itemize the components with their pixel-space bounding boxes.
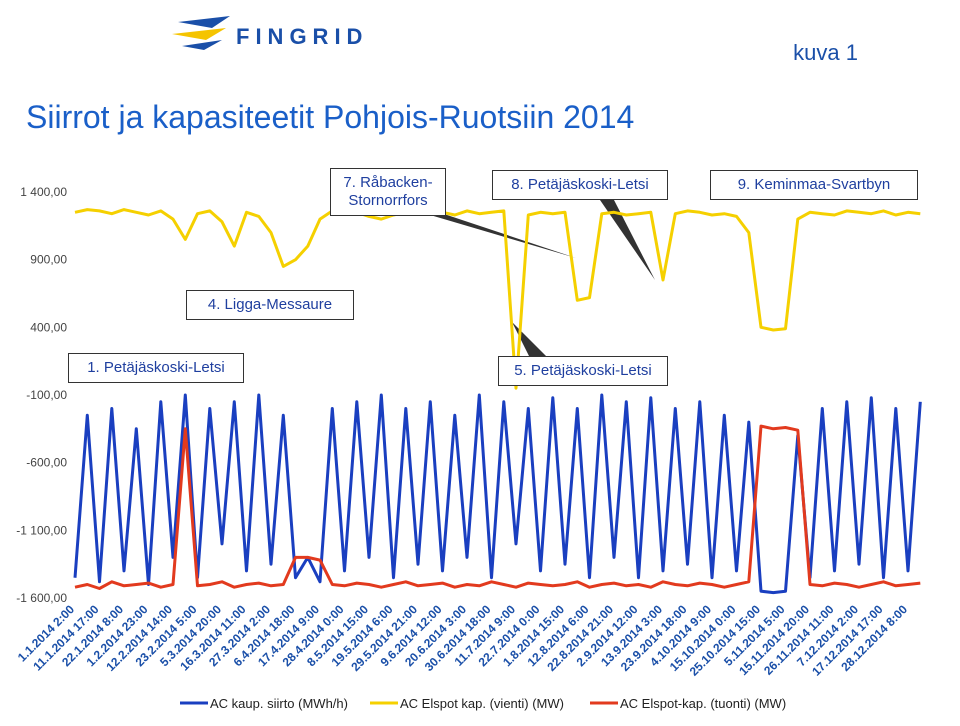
callout-pointer <box>420 212 576 258</box>
y-tick-label: -100,00 <box>26 388 67 402</box>
callout: 5. Petäjäskoski-Letsi <box>498 356 668 386</box>
figure-label: kuva 1 <box>793 40 858 65</box>
callout-pointer <box>600 200 655 280</box>
logo-mark <box>178 16 230 28</box>
logo-mark <box>172 28 226 40</box>
y-tick-label: -1 600,00 <box>16 591 67 605</box>
logo-text: FINGRID <box>236 24 368 49</box>
y-tick-label: -1 100,00 <box>16 523 67 537</box>
callout: 8. Petäjäskoski-Letsi <box>492 170 668 200</box>
y-tick-label: 1 400,00 <box>20 185 67 199</box>
y-tick-label: 400,00 <box>30 320 67 334</box>
series-line <box>74 208 921 390</box>
y-tick-label: -600,00 <box>26 456 67 470</box>
plot-area: 1 400,00 900,00 400,00 -100,00 -600,00 -1 100… <box>15 185 922 679</box>
series-line <box>73 393 922 595</box>
callout: 9. Keminmaa-Svartbyn <box>710 170 918 200</box>
y-tick-label: 900,00 <box>30 253 67 267</box>
callout: 7. Råbacken-Stornorrfors <box>330 168 446 216</box>
callout: 1. Petäjäskoski-Letsi <box>68 353 244 383</box>
legend-label: AC Elspot kap. (vienti) (MW) <box>400 696 564 711</box>
callout: 4. Ligga-Messaure <box>186 290 354 320</box>
chart-title: Siirrot ja kapasiteetit Pohjois-Ruotsiin… <box>26 99 634 135</box>
legend-label: AC kaup. siirto (MWh/h) <box>210 696 348 711</box>
legend-label: AC Elspot-kap. (tuonti) (MW) <box>620 696 786 711</box>
series-line <box>74 424 921 590</box>
logo: FINGRID <box>172 16 368 50</box>
logo-mark <box>182 40 222 50</box>
